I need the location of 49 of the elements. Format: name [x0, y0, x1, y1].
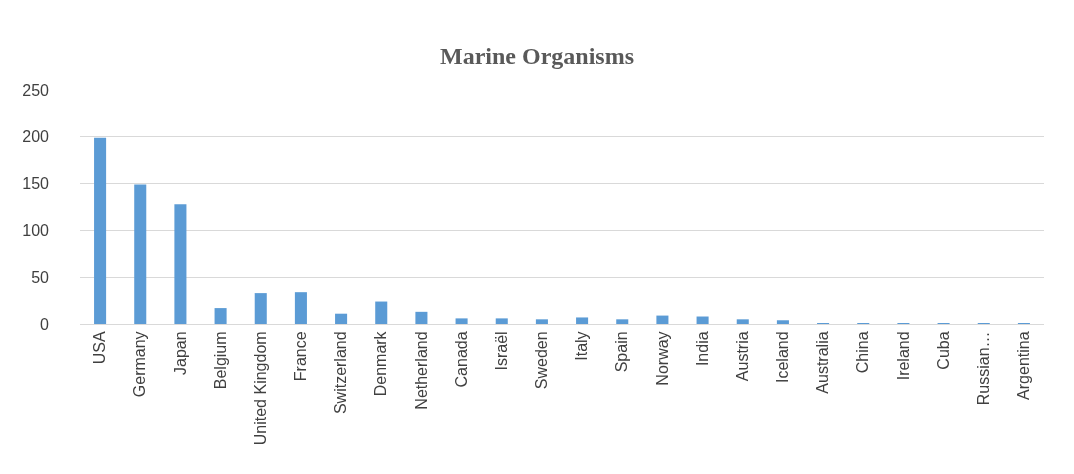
x-tick-label: India [693, 331, 711, 367]
x-tick-label: Japan [171, 331, 189, 375]
bar [375, 301, 388, 324]
x-tick-label: Ireland [894, 331, 912, 381]
x-tick-label: Germany [131, 331, 149, 398]
y-tick-label: 50 [31, 268, 50, 286]
x-tick-label: Denmark [372, 330, 390, 397]
bar [134, 184, 147, 324]
bar [294, 292, 307, 324]
bar [616, 319, 629, 324]
bar [94, 137, 107, 324]
x-tick-label: Norway [653, 331, 671, 386]
bar [174, 204, 187, 324]
x-tick-label: France [292, 331, 310, 382]
x-tick-label: Iceland [774, 331, 792, 383]
x-tick-label: Sweden [533, 331, 551, 390]
x-tick-label: USA [91, 331, 109, 365]
x-tick-label: China [854, 331, 872, 374]
x-tick-label: Argentina [1015, 331, 1033, 400]
bar [214, 308, 227, 324]
bar [656, 315, 669, 324]
bar [535, 319, 548, 324]
x-tick-label: Australia [814, 331, 832, 394]
y-tick-label: 200 [22, 128, 50, 146]
chart-title: Marine Organisms [440, 43, 634, 70]
x-tick-label: Spain [613, 331, 631, 373]
y-tick-label: 100 [22, 222, 50, 239]
y-tick-label: 250 [22, 81, 50, 99]
x-tick-label: Israël [492, 331, 510, 371]
x-tick-label: Canada [452, 331, 470, 388]
bar [736, 319, 749, 324]
bar [455, 318, 468, 324]
x-tick-label: Switzerland [332, 331, 350, 415]
y-tick-label: 150 [22, 175, 50, 193]
y-tick-label: 0 [40, 315, 50, 333]
x-tick-label: Netherland [412, 331, 430, 410]
x-tick-label: Italy [573, 331, 591, 361]
x-tick-label: Belgium [211, 331, 229, 390]
bar [254, 293, 267, 324]
bar [495, 318, 508, 324]
bar [415, 311, 428, 324]
bar [576, 317, 589, 324]
x-tick-label: Russian… [974, 331, 992, 406]
bar [776, 320, 789, 324]
bar [696, 316, 709, 324]
x-tick-label: Austria [733, 331, 751, 382]
bar [335, 313, 348, 324]
x-tick-label: United Kingdom [251, 331, 269, 446]
x-tick-label: Cuba [934, 331, 952, 370]
